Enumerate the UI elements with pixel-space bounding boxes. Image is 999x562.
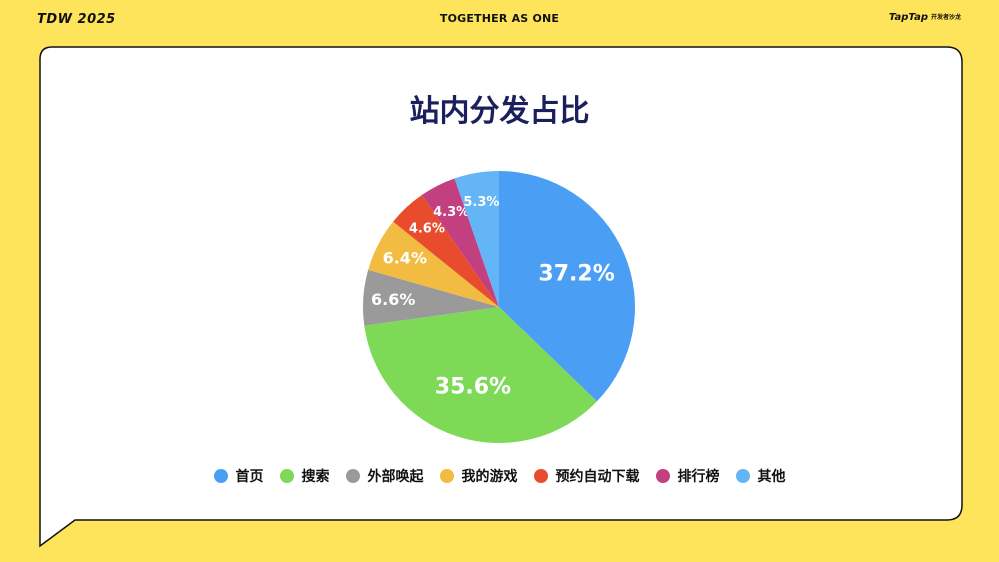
- pie-label-0: 37.2%: [538, 261, 614, 286]
- legend-label: 首页: [235, 469, 264, 485]
- legend-dot-icon: [213, 469, 228, 483]
- pie-label-6: 5.3%: [463, 195, 499, 210]
- legend-dot-icon: [345, 469, 360, 483]
- legend-dot-icon: [439, 469, 454, 483]
- pie-label-3: 6.4%: [383, 249, 427, 268]
- pie-slice-2: [362, 269, 499, 326]
- legend-item-5: 排行榜: [655, 466, 720, 486]
- legend-item-6: 其他: [735, 466, 786, 486]
- legend-label: 我的游戏: [461, 469, 518, 485]
- pie-slice-3: [368, 221, 499, 307]
- pie-slice-6: [454, 171, 499, 307]
- tdw-logo: TDW 2025: [37, 12, 116, 27]
- taptap-brand: TapTap: [888, 12, 928, 23]
- legend-item-0: 首页: [213, 466, 264, 486]
- legend-dot-icon: [735, 469, 750, 483]
- pie-label-2: 6.6%: [371, 290, 415, 309]
- pie-slice-0: [499, 171, 635, 402]
- taptap-logo: TapTap 开发者沙龙: [889, 12, 961, 23]
- pie-slice-5: [421, 178, 499, 307]
- legend-label: 搜索: [301, 469, 330, 485]
- legend-dot-icon: [655, 469, 670, 483]
- legend-item-3: 我的游戏: [439, 466, 518, 486]
- legend-label: 预约自动下载: [555, 469, 640, 485]
- pie-label-5: 4.3%: [433, 205, 469, 220]
- taptap-brand-sub: 开发者沙龙: [930, 14, 961, 21]
- pie-slice-4: [393, 194, 499, 307]
- chart-title: 站内分发占比: [409, 94, 590, 129]
- pie-label-4: 4.6%: [409, 222, 445, 237]
- legend-item-4: 预约自动下载: [533, 466, 640, 486]
- legend-item-2: 外部唤起: [345, 466, 424, 486]
- legend-dot-icon: [533, 469, 548, 483]
- pie-slice-1: [364, 307, 597, 444]
- legend-dot-icon: [279, 469, 294, 483]
- legend-label: 外部唤起: [367, 469, 424, 485]
- legend-item-1: 搜索: [279, 466, 330, 486]
- legend-label: 其他: [757, 469, 786, 485]
- chart-legend: 首页 搜索 外部唤起 我的游戏 预约自动下载 排行榜 其他: [0, 466, 999, 486]
- pie-label-1: 35.6%: [435, 375, 511, 400]
- header-tagline: TOGETHER AS ONE: [439, 12, 560, 25]
- legend-label: 排行榜: [677, 469, 720, 485]
